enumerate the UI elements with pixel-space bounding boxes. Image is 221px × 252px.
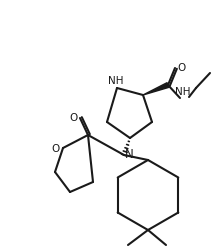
Text: NH: NH xyxy=(108,76,124,86)
Text: O: O xyxy=(51,144,59,154)
Polygon shape xyxy=(143,83,169,95)
Text: O: O xyxy=(69,113,77,123)
Text: O: O xyxy=(177,63,185,73)
Text: NH: NH xyxy=(175,87,191,97)
Text: N: N xyxy=(125,147,133,161)
